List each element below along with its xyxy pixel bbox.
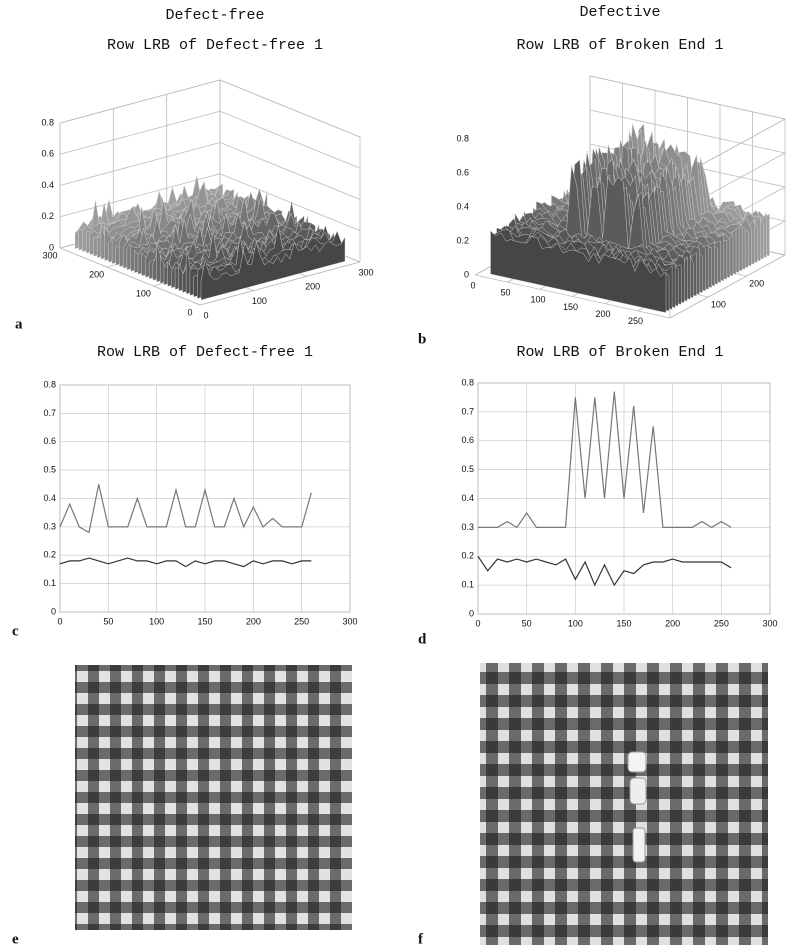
y-tick-label: 0.1 bbox=[43, 578, 56, 588]
y-tick-label: 0.5 bbox=[461, 464, 474, 474]
data-line bbox=[478, 391, 732, 529]
y-tick-label: 0.4 bbox=[43, 493, 56, 503]
x-tick-label: 0 bbox=[470, 280, 475, 290]
panel-heading: Defect-free bbox=[165, 7, 264, 24]
z-tick-label: 0 bbox=[49, 242, 54, 252]
y-tick-label: 0.2 bbox=[461, 551, 474, 561]
x-tick-label: 300 bbox=[762, 618, 777, 628]
x-tick-label: 100 bbox=[530, 295, 545, 305]
x-tick-label: 150 bbox=[616, 618, 631, 628]
panel-heading: Defective bbox=[579, 4, 660, 21]
panel-label: a bbox=[15, 316, 23, 332]
grid-line bbox=[59, 173, 221, 218]
panel-title: Row LRB of Broken End 1 bbox=[516, 37, 723, 54]
x-tick-label: 300 bbox=[342, 616, 357, 626]
defect bbox=[627, 751, 647, 863]
y-tick-label: 0.2 bbox=[43, 550, 56, 560]
fabric-image bbox=[480, 663, 768, 945]
fabric-image bbox=[75, 665, 352, 930]
x-tick-label: 100 bbox=[149, 616, 164, 626]
z-tick-label: 0.8 bbox=[41, 117, 54, 127]
y-tick-label: 0.4 bbox=[461, 493, 474, 503]
y-tick-label: 0.3 bbox=[43, 521, 56, 531]
surface-strip bbox=[200, 236, 346, 301]
y-tick-label: 0 bbox=[51, 606, 56, 616]
x-tick-label: 100 bbox=[568, 618, 583, 628]
z-tick-label: 0.6 bbox=[456, 167, 469, 177]
y-tick-label: 0.8 bbox=[43, 379, 56, 389]
grid-line bbox=[59, 142, 221, 186]
panel-label: f bbox=[418, 931, 424, 947]
surface-strip bbox=[490, 230, 667, 313]
x-tick-label: 200 bbox=[305, 282, 320, 292]
grid-line bbox=[219, 173, 361, 232]
x-tick-label: 200 bbox=[665, 618, 680, 628]
grid-line bbox=[669, 254, 786, 319]
line-plot: 0 0.1 0.2 0.3 0.4 0.5 0.6 0.7 0.8 0 50 100 150 200 250… bbox=[43, 379, 357, 626]
y-tick-label: 0.6 bbox=[461, 435, 474, 445]
y-tick-label: 0.3 bbox=[461, 522, 474, 532]
y-tick-label: 0.6 bbox=[43, 436, 56, 446]
y-tick-label: 100 bbox=[136, 288, 151, 298]
x-tick-label: 200 bbox=[246, 616, 261, 626]
z-tick-label: 0.2 bbox=[41, 211, 54, 221]
data-line bbox=[477, 555, 732, 587]
z-tick-label: 0.4 bbox=[456, 201, 469, 211]
grid-line bbox=[199, 261, 361, 306]
panel-label: b bbox=[418, 331, 426, 347]
z-tick-label: 0.2 bbox=[456, 235, 469, 245]
line-plot: 0 0.1 0.2 0.3 0.4 0.5 0.6 0.7 0.8 0 50 100 150 200 250… bbox=[461, 377, 777, 628]
y-tick-label: 0.5 bbox=[43, 465, 56, 475]
y-tick-label: 0.8 bbox=[461, 377, 474, 387]
x-tick-label: 150 bbox=[197, 616, 212, 626]
y-tick-label: 200 bbox=[89, 269, 104, 279]
z-tick-label: 0 bbox=[464, 269, 469, 279]
x-tick-label: 250 bbox=[294, 616, 309, 626]
z-tick-label: 0.6 bbox=[41, 149, 54, 159]
x-tick-label: 50 bbox=[522, 618, 532, 628]
data-line bbox=[59, 484, 312, 534]
grid-line bbox=[219, 110, 361, 169]
x-tick-label: 300 bbox=[358, 267, 373, 277]
y-tick-label: 200 bbox=[749, 278, 764, 288]
x-tick-label: 50 bbox=[500, 288, 510, 298]
panel-label: e bbox=[12, 931, 19, 947]
y-tick-label: 0.7 bbox=[461, 406, 474, 416]
surface-plot: 00.20.40.60.8050100150200250100200300 bbox=[456, 75, 788, 326]
grid-line bbox=[59, 247, 201, 306]
x-tick-label: 200 bbox=[595, 309, 610, 319]
grid-line bbox=[59, 110, 221, 155]
y-tick-label: 0 bbox=[187, 307, 192, 317]
y-tick-label: 300 bbox=[42, 250, 57, 260]
x-tick-label: 100 bbox=[252, 296, 267, 306]
x-tick-label: 150 bbox=[563, 302, 578, 312]
y-tick-label: 0.1 bbox=[461, 580, 474, 590]
data-line bbox=[59, 557, 312, 568]
z-tick-label: 0.8 bbox=[456, 133, 469, 143]
panel-title: Row LRB of Defect-free 1 bbox=[107, 37, 323, 54]
grid-line bbox=[59, 79, 221, 124]
x-tick-label: 250 bbox=[628, 316, 643, 326]
panel-label: d bbox=[418, 631, 427, 647]
grid-line bbox=[219, 142, 361, 200]
x-tick-label: 0 bbox=[203, 310, 208, 320]
panel-title: Row LRB of Broken End 1 bbox=[516, 344, 723, 361]
x-tick-label: 0 bbox=[475, 618, 480, 628]
y-tick-label: 100 bbox=[711, 299, 726, 309]
x-tick-label: 50 bbox=[103, 616, 113, 626]
grid-line bbox=[219, 79, 361, 138]
panel-title: Row LRB of Defect-free 1 bbox=[97, 344, 313, 361]
y-tick-label: 0 bbox=[469, 608, 474, 618]
z-tick-label: 0.4 bbox=[41, 180, 54, 190]
x-tick-label: 250 bbox=[714, 618, 729, 628]
x-tick-label: 0 bbox=[57, 616, 62, 626]
y-tick-label: 0.7 bbox=[43, 408, 56, 418]
panel-label: c bbox=[12, 623, 19, 639]
